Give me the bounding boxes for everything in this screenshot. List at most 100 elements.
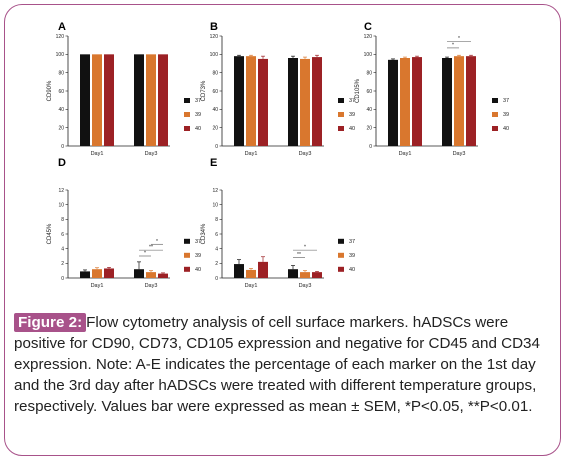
category-label-C: Day3 (453, 151, 466, 157)
legend-label-A-37: 37 (195, 98, 201, 104)
y-tick-label-A: 60 (58, 89, 64, 95)
bar-B-Day1-40 (258, 58, 268, 146)
significance-label-E: * (304, 245, 306, 251)
y-tick-label-E: 6 (215, 232, 218, 238)
legend-label-C-40: 40 (503, 126, 509, 132)
legend-swatch-E-39 (338, 252, 344, 258)
y-tick-label-E: 2 (215, 261, 218, 267)
legend-swatch-E-40 (338, 266, 344, 272)
y-axis-label-B: CD73% (201, 80, 207, 101)
category-label-B: Day1 (245, 151, 258, 157)
bar-D-Day3-37 (134, 269, 144, 278)
significance-label-E: ** (297, 252, 301, 258)
y-tick-label-A: 100 (56, 52, 65, 58)
y-tick-label-D: 0 (61, 276, 64, 282)
legend-swatch-B-39 (338, 112, 344, 117)
bar-C-Day3-39 (454, 56, 464, 146)
legend-swatch-C-37 (492, 98, 498, 103)
legend-label-A-40: 40 (195, 126, 201, 132)
y-axis-label-D: CD45% (47, 223, 53, 244)
y-tick-label-C: 80 (366, 70, 372, 76)
legend-label-B-40: 40 (349, 126, 355, 132)
bar-E-Day1-37 (234, 264, 244, 278)
panel-letter-E: E (210, 157, 217, 169)
bar-E-Day3-37 (288, 269, 298, 278)
y-tick-label-A: 0 (61, 144, 64, 150)
category-label-D: Day1 (91, 283, 104, 289)
significance-label-D: ** (149, 245, 153, 251)
y-tick-label-E: 12 (212, 188, 218, 194)
legend-label-D-40: 40 (195, 267, 201, 273)
bar-C-Day3-40 (466, 56, 476, 146)
bar-C-Day3-37 (442, 58, 452, 146)
y-tick-label-E: 4 (215, 246, 218, 252)
bar-D-Day1-37 (80, 271, 90, 278)
y-tick-label-B: 100 (210, 52, 219, 58)
y-tick-label-C: 60 (366, 89, 372, 95)
y-tick-label-E: 0 (215, 276, 218, 282)
figure-caption: Figure 2: Flow cytometry analysis of cell… (14, 312, 554, 417)
bar-D-Day3-39 (146, 272, 156, 278)
y-tick-label-C: 40 (366, 107, 372, 113)
legend-label-E-37: 37 (349, 239, 355, 245)
bar-E-Day3-40 (312, 272, 322, 278)
y-tick-label-B: 120 (210, 34, 219, 40)
bar-A-Day3-40 (158, 54, 168, 147)
legend-label-A-39: 39 (195, 112, 201, 118)
category-label-E: Day3 (299, 283, 312, 289)
bar-B-Day1-39 (246, 56, 256, 146)
caption-text: Flow cytometry analysis of cell surface … (14, 314, 540, 415)
y-tick-label-B: 80 (212, 70, 218, 76)
category-label-A: Day1 (91, 151, 104, 157)
legend-swatch-A-40 (184, 126, 190, 131)
legend-swatch-D-40 (184, 266, 190, 272)
legend-swatch-C-39 (492, 112, 498, 117)
bar-E-Day1-40 (258, 261, 268, 278)
figure-label: Figure 2: (14, 313, 87, 332)
legend-swatch-A-37 (184, 98, 190, 103)
y-tick-label-A: 20 (58, 125, 64, 131)
bar-B-Day3-40 (312, 57, 322, 147)
y-tick-label-A: 40 (58, 107, 64, 113)
y-tick-label-C: 100 (364, 52, 373, 58)
y-tick-label-D: 2 (61, 261, 64, 267)
legend-label-C-39: 39 (503, 112, 509, 118)
bar-B-Day3-39 (300, 58, 310, 146)
legend-label-D-37: 37 (195, 239, 201, 245)
bar-A-Day1-40 (104, 54, 114, 147)
bar-A-Day1-37 (80, 54, 90, 147)
y-tick-label-D: 12 (58, 188, 64, 194)
category-label-A: Day3 (145, 151, 158, 157)
significance-label-D: * (156, 239, 158, 245)
bar-C-Day1-39 (400, 58, 410, 146)
y-tick-label-D: 10 (58, 202, 64, 208)
legend-swatch-B-37 (338, 98, 344, 103)
category-label-B: Day3 (299, 151, 312, 157)
y-tick-label-E: 8 (215, 217, 218, 223)
y-tick-label-B: 60 (212, 89, 218, 95)
bar-B-Day3-37 (288, 58, 298, 146)
category-label-C: Day1 (399, 151, 412, 157)
y-tick-label-C: 0 (369, 144, 372, 150)
y-tick-label-B: 20 (212, 125, 218, 131)
bar-A-Day1-39 (92, 54, 102, 147)
bar-D-Day1-40 (104, 268, 114, 278)
legend-label-E-39: 39 (349, 253, 355, 259)
legend-label-C-37: 37 (503, 98, 509, 104)
significance-label-C: * (458, 36, 460, 42)
significance-label-C: * (452, 42, 454, 48)
y-tick-label-D: 6 (61, 232, 64, 238)
y-tick-label-D: 4 (61, 246, 64, 252)
legend-swatch-C-40 (492, 126, 498, 131)
bar-C-Day1-40 (412, 57, 422, 147)
legend-label-B-37: 37 (349, 98, 355, 104)
legend-swatch-D-37 (184, 238, 190, 244)
panel-letter-B: B (210, 21, 218, 33)
bar-D-Day1-39 (92, 269, 102, 278)
category-label-E: Day1 (245, 283, 258, 289)
y-tick-label-B: 40 (212, 107, 218, 113)
bar-A-Day3-39 (146, 54, 156, 147)
category-label-D: Day3 (145, 283, 158, 289)
legend-label-D-39: 39 (195, 253, 201, 259)
